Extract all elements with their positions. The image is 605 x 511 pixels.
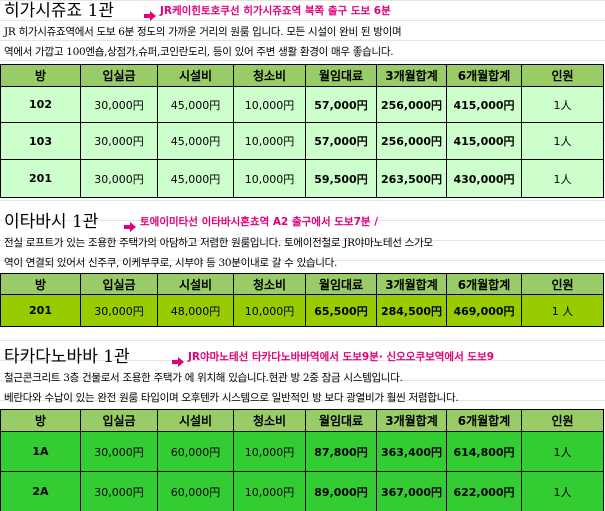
table-cell: 201 (0, 159, 81, 198)
header-cell: 방 (0, 64, 81, 87)
table-cell: 30,000円 (80, 431, 158, 472)
table-cell: 415,000円 (446, 86, 522, 123)
table-cell: 430,000円 (446, 159, 522, 198)
header-cell: 6개월합계 (446, 273, 522, 295)
table-cell: 45,000円 (157, 86, 234, 123)
header-cell: 방 (0, 409, 81, 432)
table-cell: 256,000円 (376, 86, 447, 123)
table-cell: 30,000円 (80, 471, 158, 511)
header-cell: 방 (0, 273, 81, 295)
table-cell: 1 人 (521, 294, 604, 327)
table-cell: 10,000円 (233, 471, 306, 511)
table-cell: 59,500円 (305, 159, 377, 198)
section-title: 타카다노바바 1관 (4, 347, 130, 367)
table-cell: 10,000円 (233, 159, 306, 198)
arrow-icon (172, 352, 184, 367)
description-line: 역에서 가깝고 100엔숍,상점가,슈퍼,코인란도리, 등이 있어 주변 생활 … (4, 46, 394, 58)
table-cell: 284,500円 (376, 294, 447, 327)
table-cell: 1人 (521, 122, 604, 160)
header-cell: 청소비 (233, 409, 306, 432)
table-cell: 87,800円 (305, 431, 377, 472)
table-cell: 30,000円 (80, 294, 158, 327)
header-cell: 청소비 (233, 273, 306, 295)
header-cell: 3개월합계 (376, 273, 447, 295)
table-cell: 2A (0, 471, 81, 511)
section-subtitle: JR야마노테선 타카다노바바역에서 도보9분· 신오오쿠보역에서 도보9 (188, 351, 495, 363)
description-line: 역이 연결되 있어서 신주쿠, 이케부쿠로, 시부야 등 30분이내로 갈 수 … (4, 257, 338, 269)
header-cell: 월임대료 (305, 64, 377, 87)
table-cell: 1人 (521, 431, 604, 472)
header-cell: 인원 (521, 409, 604, 432)
header-cell: 청소비 (233, 64, 306, 87)
section-subtitle: JR케이힌토호쿠선 히가시쥬죠역 북쪽 출구 도보 6분 (160, 5, 391, 17)
table-cell: 1人 (521, 86, 604, 123)
table-cell: 30,000円 (80, 159, 158, 198)
table-cell: 10,000円 (233, 86, 306, 123)
header-cell: 시설비 (157, 409, 234, 432)
table-cell: 103 (0, 122, 81, 160)
table-cell: 256,000円 (376, 122, 447, 160)
table-cell: 102 (0, 86, 81, 123)
arrow (124, 222, 136, 232)
section-title: 히가시쥬죠 1관 (4, 1, 115, 21)
table-cell: 622,000円 (446, 471, 522, 511)
header-cell: 6개월합계 (446, 64, 522, 87)
arrow-icon (124, 217, 136, 232)
table-cell: 30,000円 (80, 122, 158, 160)
table-cell: 415,000円 (446, 122, 522, 160)
table-cell: 10,000円 (233, 431, 306, 472)
header-cell: 인원 (521, 273, 604, 295)
table-cell: 45,000円 (157, 159, 234, 198)
table-cell: 10,000円 (233, 294, 306, 327)
description-line: 베란다와 수납이 있는 완전 원룸 타입이며 오후텐카 시스템으로 일반적인 방… (4, 392, 459, 404)
description-line: 철근콘크리트 3층 건물로서 조용한 주택가 에 위치해 있습니다.현관 방 2… (4, 372, 403, 384)
table-cell: 469,000円 (446, 294, 522, 327)
header-cell: 월임대료 (305, 273, 377, 295)
header-cell: 월임대료 (305, 409, 377, 432)
table-cell: 263,500円 (376, 159, 447, 198)
description-line: JR 히가시쥬죠역에서 도보 6분 정도의 가까운 거리의 원룸 입니다. 모든… (4, 26, 402, 38)
table-cell: 367,000円 (376, 471, 447, 511)
table-cell: 201 (0, 294, 81, 327)
table-cell: 30,000円 (80, 86, 158, 123)
table-cell: 65,500円 (305, 294, 377, 327)
table-cell: 614,800円 (446, 431, 522, 472)
arrow-icon (144, 6, 156, 21)
table-cell: 48,000円 (157, 294, 234, 327)
table-cell: 89,000円 (305, 471, 377, 511)
header-cell: 인원 (521, 64, 604, 87)
header-cell: 시설비 (157, 273, 234, 295)
header-cell: 입실금 (80, 64, 158, 87)
header-cell: 3개월합계 (376, 64, 447, 87)
header-cell: 입실금 (80, 409, 158, 432)
table-cell: 57,000円 (305, 86, 377, 123)
section-title: 이타바시 1관 (4, 212, 99, 232)
table-cell: 1A (0, 431, 81, 472)
header-cell: 6개월합계 (446, 409, 522, 432)
table-cell: 45,000円 (157, 122, 234, 160)
table-cell: 1人 (521, 471, 604, 511)
table-cell: 363,400円 (376, 431, 447, 472)
arrow (144, 11, 156, 21)
header-cell: 시설비 (157, 64, 234, 87)
table-cell: 1人 (521, 159, 604, 198)
arrow (172, 357, 184, 367)
table-cell: 10,000円 (233, 122, 306, 160)
table-cell: 60,000円 (157, 431, 234, 472)
header-cell: 3개월합계 (376, 409, 447, 432)
header-cell: 입실금 (80, 273, 158, 295)
table-cell: 57,000円 (305, 122, 377, 160)
description-line: 전실 로프트가 있는 조용한 주택가의 아담하고 저렴한 원룸입니다. 토에이전… (4, 237, 433, 249)
section-subtitle: 토에이미타선 이타바시혼쵸역 A2 출구에서 도보7분 / (140, 216, 379, 228)
table-cell: 60,000円 (157, 471, 234, 511)
